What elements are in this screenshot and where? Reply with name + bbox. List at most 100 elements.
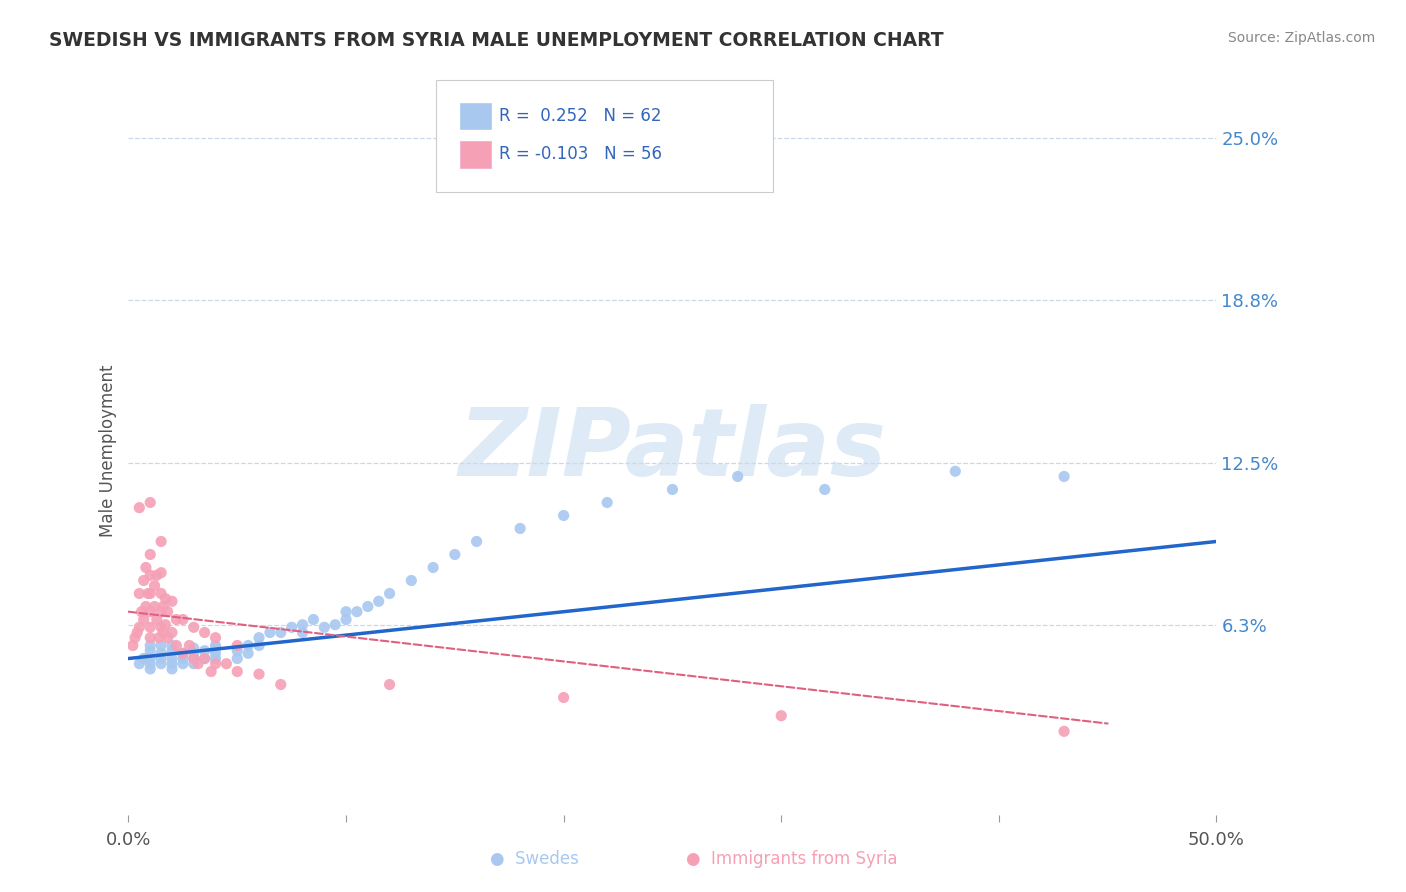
Point — [128, 620, 150, 634]
Point — [247, 639, 270, 653]
Point — [128, 586, 150, 600]
Text: ZIPatlas: ZIPatlas — [458, 404, 887, 497]
Point — [194, 644, 217, 658]
Text: R = -0.103   N = 56: R = -0.103 N = 56 — [499, 145, 662, 163]
Text: ●  Swedes: ● Swedes — [489, 850, 578, 868]
Point — [152, 625, 174, 640]
Point — [121, 639, 143, 653]
Point — [156, 631, 179, 645]
Point — [135, 651, 157, 665]
Point — [215, 657, 238, 671]
Point — [200, 665, 222, 679]
Point — [136, 586, 159, 600]
Point — [270, 677, 292, 691]
Point — [378, 677, 401, 691]
Point — [128, 500, 150, 515]
Point — [160, 625, 183, 640]
Point — [139, 644, 162, 658]
Point — [204, 657, 226, 671]
Point — [259, 625, 281, 640]
Point — [139, 651, 162, 665]
Point — [270, 625, 292, 640]
Point — [139, 657, 162, 671]
Point — [127, 625, 149, 640]
Text: 50.0%: 50.0% — [1188, 830, 1244, 848]
Point — [143, 579, 166, 593]
Point — [226, 665, 249, 679]
Point — [943, 464, 966, 478]
Point — [152, 599, 174, 614]
Point — [172, 646, 194, 660]
Point — [139, 620, 162, 634]
Point — [401, 574, 423, 588]
Point — [150, 646, 173, 660]
Point — [335, 613, 357, 627]
Point — [135, 599, 157, 614]
Point — [204, 639, 226, 653]
Text: R =  0.252   N = 62: R = 0.252 N = 62 — [499, 107, 662, 125]
Point — [236, 639, 259, 653]
Point — [280, 620, 302, 634]
Point — [172, 657, 194, 671]
Point — [204, 651, 226, 665]
Point — [183, 641, 205, 656]
Point — [172, 646, 194, 660]
Point — [139, 605, 162, 619]
Point — [150, 620, 173, 634]
Point — [135, 560, 157, 574]
Point — [160, 594, 183, 608]
Point — [139, 548, 162, 562]
Y-axis label: Male Unemployment: Male Unemployment — [100, 364, 117, 537]
Point — [150, 639, 173, 653]
Point — [160, 651, 183, 665]
Point — [179, 639, 201, 653]
Point — [128, 657, 150, 671]
Point — [172, 651, 194, 665]
Point — [124, 631, 146, 645]
Point — [661, 483, 683, 497]
Point — [314, 620, 336, 634]
Point — [160, 662, 183, 676]
Point — [1053, 469, 1076, 483]
Point — [194, 625, 217, 640]
Point — [165, 613, 187, 627]
Point — [346, 605, 368, 619]
Point — [150, 534, 173, 549]
Point — [183, 646, 205, 660]
Point — [367, 594, 389, 608]
Point — [139, 662, 162, 676]
Point — [1053, 724, 1076, 739]
Point — [150, 605, 173, 619]
Point — [160, 657, 183, 671]
Point — [148, 631, 170, 645]
Point — [291, 617, 314, 632]
Point — [247, 667, 270, 681]
Point — [132, 651, 155, 665]
Point — [165, 639, 187, 653]
Point — [335, 605, 357, 619]
Point — [194, 651, 217, 665]
Point — [183, 651, 205, 665]
Point — [160, 644, 183, 658]
Point — [814, 483, 837, 497]
Point — [145, 568, 167, 582]
Point — [236, 646, 259, 660]
Point — [183, 620, 205, 634]
Point — [553, 690, 575, 705]
Point — [770, 708, 793, 723]
Point — [378, 586, 401, 600]
Point — [155, 591, 177, 606]
Point — [323, 617, 346, 632]
Text: 0.0%: 0.0% — [105, 830, 152, 848]
Point — [150, 657, 173, 671]
Point — [183, 657, 205, 671]
Point — [145, 613, 167, 627]
Point — [139, 631, 162, 645]
Point — [226, 644, 249, 658]
Text: Source: ZipAtlas.com: Source: ZipAtlas.com — [1227, 31, 1375, 45]
Point — [226, 651, 249, 665]
Point — [187, 657, 209, 671]
Point — [302, 613, 325, 627]
Point — [291, 625, 314, 640]
Point — [139, 639, 162, 653]
